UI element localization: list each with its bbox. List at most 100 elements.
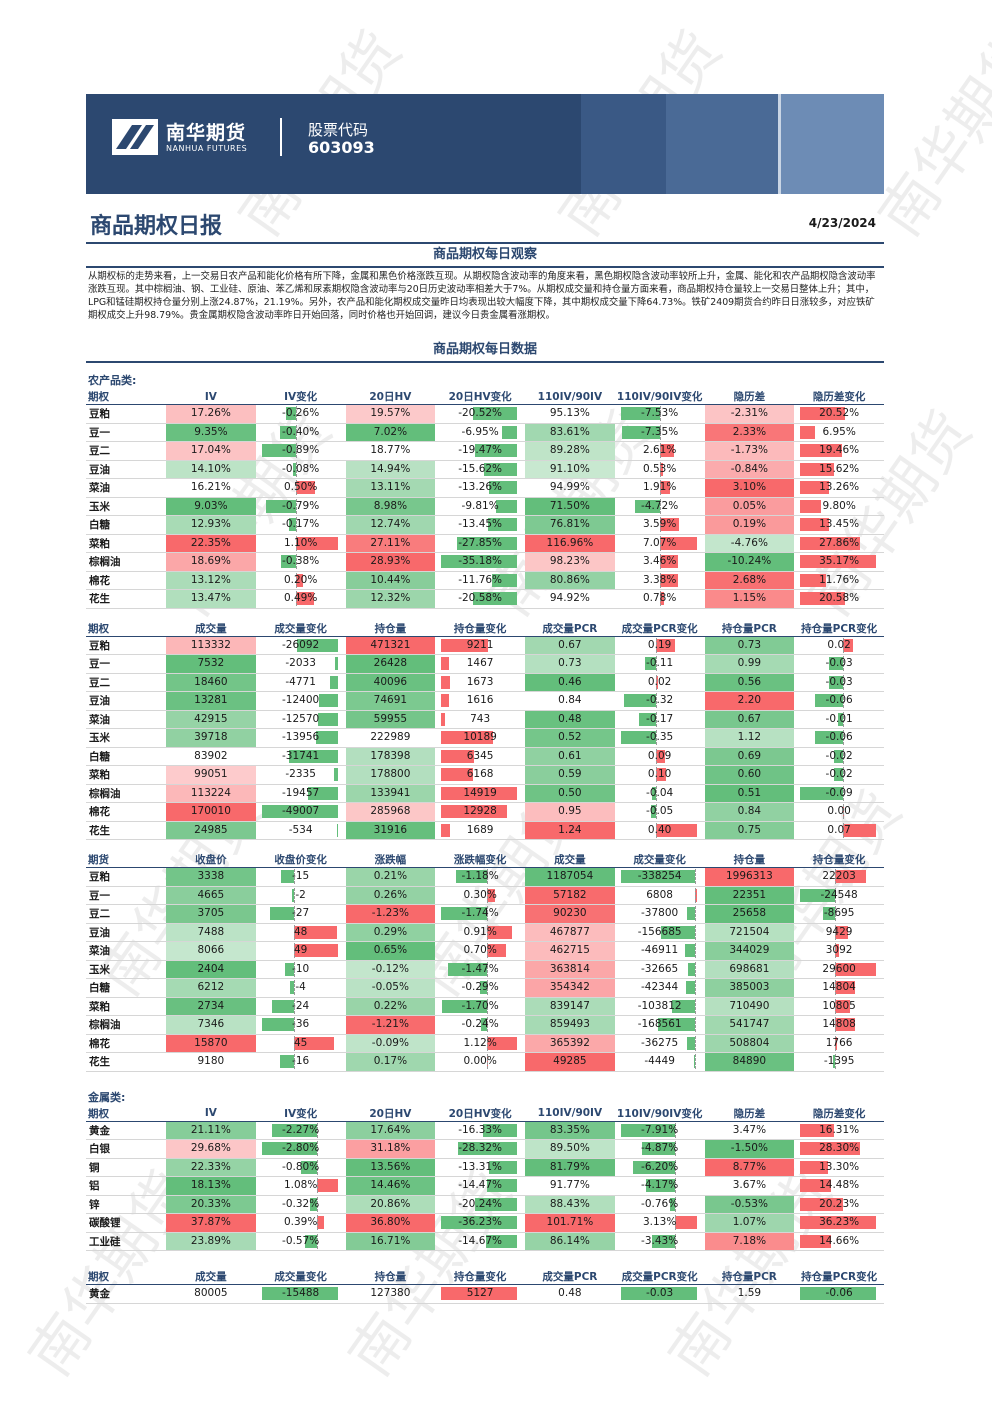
nanhua-logo-icon xyxy=(112,119,158,155)
table-row: 黄金 80005 -15488 127380 5127 0.48 -0.03 1.59 -0.0… xyxy=(86,1284,884,1304)
table-row: 玉米 9.03% -0.79% 8.98% -9.81% 71.50% -4.72% 0.05… xyxy=(86,497,884,516)
cell-vol: 365392 xyxy=(525,1034,615,1053)
cell-hv: 10.44% xyxy=(345,571,436,590)
row-name: 花生 xyxy=(86,1052,166,1072)
cell-oi: 1996313 xyxy=(704,867,795,887)
cell-iv-chg: -0.32% xyxy=(255,1195,346,1214)
company-name-en: NANHUA FUTURES xyxy=(166,144,248,153)
row-name: 工业硅 xyxy=(86,1232,166,1251)
cell-pct: -0.09% xyxy=(345,1034,436,1053)
cell-iv-chg: 0.20% xyxy=(255,571,346,590)
cell-spread-chg: 13.30% xyxy=(794,1158,884,1177)
table-row: 菜粕 2734 -24 0.22% -1.70% 839147 -103812 710490 1… xyxy=(86,997,884,1016)
cell-oi: 471321 xyxy=(345,636,436,655)
cell-ratio-chg: 3.13% xyxy=(614,1213,705,1233)
cell-oi: 178800 xyxy=(345,765,436,785)
cell-close: 7488 xyxy=(166,923,256,942)
cell-oi: 698681 xyxy=(704,960,795,979)
cell-vpcr-chg: 0.02 xyxy=(614,673,705,692)
table-row: 工业硅 23.89% -0.57% 16.71% -14.67% 86.14% -3.43%… xyxy=(86,1232,884,1251)
cell-vpcr-chg: -0.35 xyxy=(614,728,705,748)
cell-spread: 1.15% xyxy=(704,589,795,609)
cell-spread: -4.76% xyxy=(704,534,795,553)
cell-ratio-chg: 0.78% xyxy=(614,589,705,609)
table-row: 锌 20.33% -0.32% 20.86% -20.24% 88.43% -0.76% -0… xyxy=(86,1195,884,1214)
cell-oi-chg: 9211 xyxy=(435,636,525,655)
column-header: 成交量 xyxy=(166,1269,256,1285)
cell-vol: 113332 xyxy=(166,636,256,655)
cell-iv-chg: 1.10% xyxy=(255,534,346,553)
cell-oi-chg: 743 xyxy=(435,710,525,729)
cell-iv: 17.26% xyxy=(166,404,256,424)
cell-oi: 285968 xyxy=(345,802,436,822)
cell-hv-chg: -14.47% xyxy=(435,1176,525,1196)
cell-iv-chg: 0.49% xyxy=(255,589,346,609)
cell-ratio-chg: -4.72% xyxy=(614,497,705,516)
cell-vol-chg: -4771 xyxy=(255,673,346,692)
cell-vol-chg: -12570 xyxy=(255,710,346,729)
cell-spread: 1.07% xyxy=(704,1213,795,1233)
cell-vol: 859493 xyxy=(525,1015,615,1035)
cell-hv: 19.57% xyxy=(345,404,436,424)
table-row: 菜油 42915 -12570 59955 743 0.48 -0.17 0.67 -0.01 xyxy=(86,710,884,729)
row-name: 菜油 xyxy=(86,710,166,729)
column-header: 成交量变化 xyxy=(255,1269,346,1285)
cell-ratio: 89.50% xyxy=(525,1139,615,1159)
column-header: 期权 xyxy=(86,620,166,637)
cell-spread-chg: 13.45% xyxy=(794,515,884,535)
cell-vol: 170010 xyxy=(166,802,256,822)
stock-code-label: 股票代码 xyxy=(308,121,369,139)
cell-vpcr: 0.61 xyxy=(525,747,615,766)
cell-vol-chg: -32665 xyxy=(614,960,705,979)
table-row: 菜粕 99051 -2335 178800 6168 0.59 0.10 0.60 -0.02 xyxy=(86,765,884,785)
column-header: 110IV/90IV变化 xyxy=(614,1105,705,1122)
row-name: 棉花 xyxy=(86,1034,166,1053)
cell-iv: 18.69% xyxy=(166,552,256,572)
cell-opcr: 1.12 xyxy=(704,728,795,748)
header-divider xyxy=(280,118,282,156)
column-header: 涨跌幅 xyxy=(345,852,436,868)
cell-ratio-chg: -0.76% xyxy=(614,1195,705,1214)
cell-spread-chg: 13.26% xyxy=(794,478,884,498)
cell-ratio: 83.61% xyxy=(525,423,615,442)
cell-vol: 49285 xyxy=(525,1052,615,1072)
cell-spread-chg: 15.62% xyxy=(794,460,884,479)
cell-vol-chg: -42344 xyxy=(614,978,705,998)
cell-pct-chg: 0.00% xyxy=(435,1052,525,1072)
agri-volume-table: 期权 成交量 成交量变化 持仓量 持仓量变化 成交量PCR 成交量PCR变化 持仓量PCR 持仓… xyxy=(86,620,884,841)
row-name: 碳酸锂 xyxy=(86,1213,166,1233)
cell-iv: 17.04% xyxy=(166,441,256,461)
cell-iv: 29.68% xyxy=(166,1139,256,1159)
column-header: 成交量PCR变化 xyxy=(614,1269,705,1285)
column-header: 成交量PCR xyxy=(525,1269,615,1285)
cell-hv: 31.18% xyxy=(345,1139,436,1159)
cell-opcr-chg: -0.09 xyxy=(794,784,884,803)
cell-oi: 721504 xyxy=(704,923,795,942)
row-name: 菜粕 xyxy=(86,765,166,785)
cell-opcr: 0.69 xyxy=(704,747,795,766)
cell-vol: 57182 xyxy=(525,886,615,905)
cell-hv-chg: -13.45% xyxy=(435,515,525,535)
cell-spread-chg: 14.48% xyxy=(794,1176,884,1196)
cell-oi: 74691 xyxy=(345,691,436,711)
cell-spread: 0.05% xyxy=(704,497,795,516)
column-header: 持仓量PCR xyxy=(704,1269,795,1285)
cell-vpcr: 0.46 xyxy=(525,673,615,692)
row-name: 玉米 xyxy=(86,497,166,516)
cell-ratio-chg: -7.35% xyxy=(614,423,705,442)
cell-oi-chg: 1616 xyxy=(435,691,525,711)
cell-oi-chg: -1395 xyxy=(794,1052,884,1072)
cell-vol: 99051 xyxy=(166,765,256,785)
cell-spread: 2.68% xyxy=(704,571,795,590)
cell-oi-chg: 14804 xyxy=(794,978,884,998)
cell-vol: 24985 xyxy=(166,821,256,840)
cell-ratio: 116.96% xyxy=(525,534,615,553)
cell-close: 15870 xyxy=(166,1034,256,1053)
row-name: 豆粕 xyxy=(86,404,166,424)
cell-pct: -0.05% xyxy=(345,978,436,998)
row-name: 豆二 xyxy=(86,441,166,461)
cell-oi: 222989 xyxy=(345,728,436,748)
cell-vol-chg: -103812 xyxy=(614,997,705,1016)
cell-spread: 3.67% xyxy=(704,1176,795,1196)
cell-vol: 113224 xyxy=(166,784,256,803)
